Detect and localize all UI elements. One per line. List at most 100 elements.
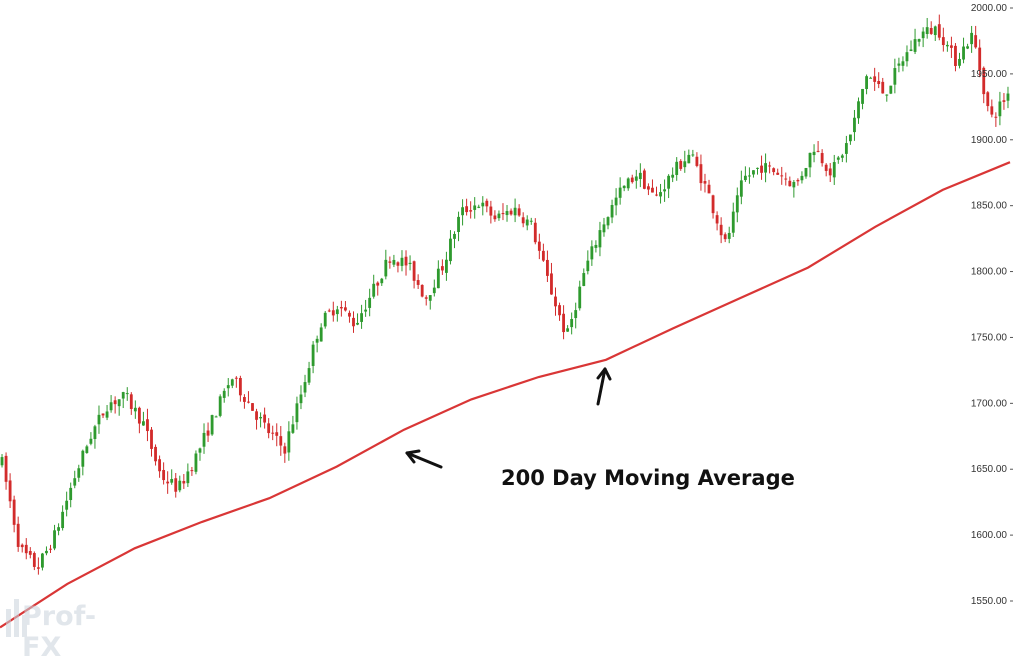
candle-body — [917, 39, 921, 42]
candle-body — [849, 134, 852, 142]
candle-body — [788, 180, 792, 187]
candle-body — [651, 187, 654, 193]
candle-body — [49, 548, 52, 550]
candle-body — [137, 407, 141, 424]
candle-body — [675, 161, 679, 175]
candle-body — [877, 80, 881, 85]
candle-body — [263, 414, 267, 423]
candle-body — [489, 206, 493, 216]
candle-body — [905, 52, 909, 62]
candle-body — [626, 178, 630, 189]
candle-body — [154, 446, 157, 462]
candle-body — [348, 312, 351, 317]
candle-body — [335, 309, 339, 315]
candle-body — [53, 530, 56, 549]
candle-body — [986, 92, 990, 107]
candle-body — [206, 430, 210, 436]
candle-body — [667, 175, 671, 189]
candle-body — [420, 284, 424, 297]
candle-body — [89, 438, 93, 444]
candle-body — [247, 401, 250, 403]
candle-body — [748, 175, 751, 177]
candle-body — [715, 215, 719, 224]
candle-body — [469, 210, 473, 212]
candle-body — [400, 257, 404, 266]
candle-body — [16, 523, 20, 547]
candle-body — [683, 161, 687, 168]
candle-body — [606, 217, 610, 226]
candle-body — [743, 175, 747, 181]
candle-body — [243, 397, 246, 402]
candle-body — [408, 262, 412, 265]
candle-body — [344, 307, 347, 311]
candle-body — [812, 151, 816, 156]
candle-body — [477, 206, 481, 208]
candle-body — [174, 478, 178, 492]
candle-body — [307, 368, 311, 383]
candle-body — [517, 208, 521, 216]
candle-body — [739, 180, 743, 197]
candle-body — [659, 192, 662, 197]
candle-body — [283, 446, 287, 454]
candle-body — [327, 310, 331, 312]
candle-body — [784, 178, 788, 180]
y-tick-label: 1650.00 — [971, 464, 1008, 475]
candle-body — [287, 431, 291, 453]
candle-body — [473, 205, 477, 210]
candle-body — [214, 416, 218, 418]
candle-body — [178, 480, 182, 491]
candle-body — [493, 215, 497, 220]
candle-body — [388, 261, 392, 263]
candlestick-series — [0, 14, 1010, 575]
candle-body — [291, 424, 295, 433]
candle-body — [638, 172, 642, 180]
y-tick-label: 1750.00 — [971, 332, 1008, 343]
candle-body — [392, 259, 396, 265]
y-tick-label: 2000.00 — [971, 3, 1008, 14]
candle-body — [836, 157, 840, 160]
candle-body — [832, 162, 836, 178]
candle-body — [117, 399, 121, 407]
candle-body — [634, 176, 638, 181]
candle-body — [125, 393, 129, 395]
annotation-arrow-up — [596, 367, 612, 406]
candle-body — [331, 310, 335, 316]
candle-body — [735, 195, 739, 213]
candle-body — [457, 216, 460, 233]
candle-body — [251, 403, 254, 411]
candle-body — [796, 179, 800, 182]
candle-body — [109, 402, 113, 411]
moving-average-line — [0, 161, 1011, 629]
candle-body — [533, 222, 537, 243]
candle-body — [873, 76, 877, 82]
candle-body — [142, 421, 145, 426]
candle-body — [497, 213, 501, 219]
y-tick-label: 1800.00 — [971, 267, 1008, 278]
candle-body — [804, 168, 808, 177]
annotation-label: 200 Day Moving Average — [501, 466, 795, 490]
candle-body — [255, 411, 258, 420]
candle-body — [97, 414, 101, 425]
candle-body — [275, 432, 279, 436]
candle-body — [780, 175, 784, 177]
candle-body — [182, 481, 186, 484]
candle-body — [958, 58, 961, 66]
candle-body — [570, 318, 574, 328]
candle-body — [485, 200, 489, 207]
candle-body — [481, 202, 485, 207]
candle-body — [222, 390, 226, 398]
candle-body — [20, 544, 24, 548]
candle-body — [562, 313, 565, 333]
candle-body — [352, 317, 355, 327]
candle-body — [861, 88, 864, 104]
candle-body — [881, 81, 885, 94]
candle-body — [719, 224, 723, 236]
candle-body — [610, 204, 614, 218]
candle-body — [81, 450, 85, 467]
candle-body — [279, 436, 283, 446]
candle-body — [364, 309, 368, 312]
candle-body — [982, 67, 986, 95]
candle-body — [436, 268, 440, 289]
candle-body — [218, 396, 222, 416]
candle-body — [57, 527, 60, 531]
